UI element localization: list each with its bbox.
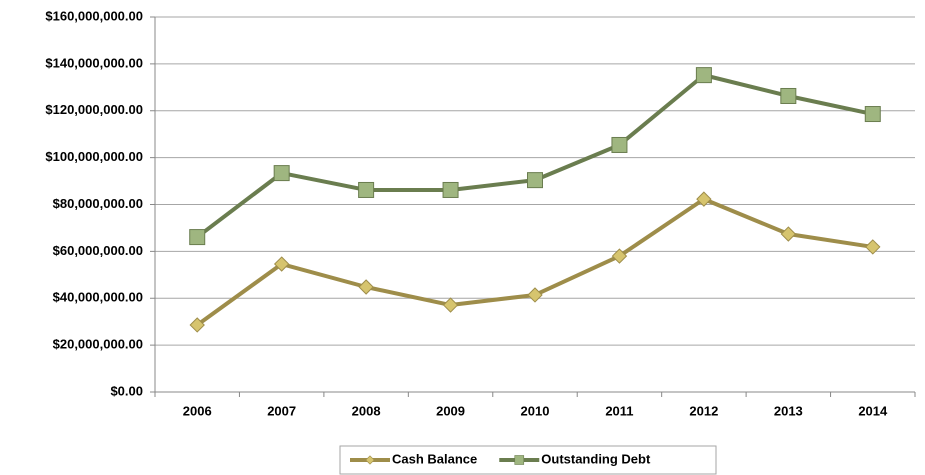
y-tick-label: $20,000,000.00 (53, 337, 143, 352)
data-point (611, 136, 628, 153)
x-tick-label: 2013 (774, 403, 803, 418)
data-point (865, 239, 881, 255)
legend-marker (514, 455, 525, 465)
data-point (611, 248, 628, 264)
data-point (358, 181, 375, 198)
data-point (527, 287, 543, 303)
x-tick-label: 2008 (352, 403, 381, 418)
data-point (273, 165, 290, 182)
x-tick-label: 2014 (858, 403, 888, 418)
legend-marker (365, 455, 375, 465)
series-line (196, 73, 874, 239)
y-tick-label: $80,000,000.00 (53, 196, 143, 211)
data-point (442, 297, 459, 313)
series-line (196, 197, 874, 327)
data-point (189, 229, 206, 246)
data-point (189, 317, 205, 333)
x-tick-label: 2007 (267, 403, 296, 418)
legend-label: Outstanding Debt (541, 451, 651, 466)
data-point (864, 106, 881, 123)
y-tick-label: $100,000,000.00 (45, 149, 143, 164)
y-tick-label: $140,000,000.00 (45, 55, 143, 70)
x-tick-label: 2012 (689, 403, 718, 418)
data-point (358, 279, 374, 295)
data-point (442, 181, 459, 198)
data-point (780, 226, 797, 242)
y-tick-label: $60,000,000.00 (53, 243, 143, 258)
data-point (780, 87, 797, 104)
y-tick-label: $120,000,000.00 (45, 102, 143, 117)
x-tick-label: 2006 (183, 403, 212, 418)
data-point (696, 191, 712, 207)
y-tick-label: $40,000,000.00 (53, 290, 143, 305)
y-tick-label: $0.00 (110, 383, 143, 398)
data-point (527, 172, 543, 189)
data-point (273, 256, 290, 272)
x-tick-label: 2011 (605, 403, 633, 418)
x-tick-label: 2010 (521, 403, 550, 418)
y-tick-label: $160,000,000.00 (45, 8, 143, 23)
x-tick-label: 2009 (436, 403, 465, 418)
data-point (695, 67, 712, 84)
legend-label: Cash Balance (392, 451, 477, 466)
